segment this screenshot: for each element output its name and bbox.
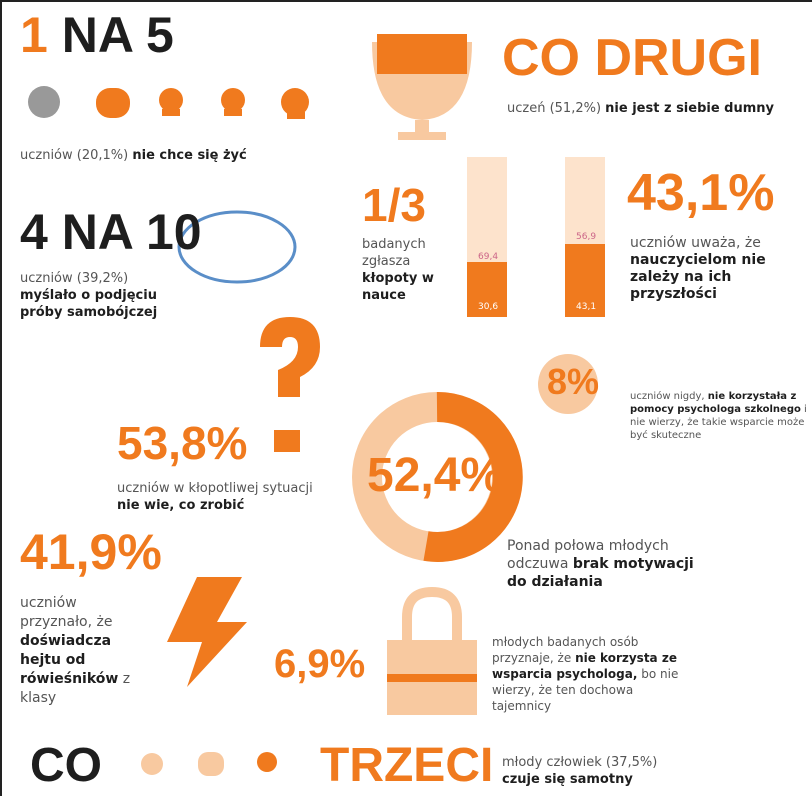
question-mark [260, 317, 320, 397]
cup-fill [377, 34, 467, 74]
caption-bold: doświadcza hejtu od rówieśników [20, 633, 118, 687]
headline: 41,9% [20, 527, 162, 577]
headline: CO DRUGI [502, 32, 762, 84]
headline: CO [30, 742, 102, 790]
caption-bold: kłopoty w nauce [362, 271, 434, 303]
caption-bold: nauczycielom nie zależy na ich przyszłoś… [630, 252, 766, 302]
caption: uczeń (51,2%) [507, 101, 601, 116]
headline: NA 5 [62, 7, 174, 63]
caption: uczniów nigdy, [630, 391, 705, 402]
headline: 4 NA 10 [20, 207, 202, 257]
cup-stem [415, 120, 429, 134]
caption: uczniów uważa, że [630, 235, 761, 251]
caption-bold: czuje się samotny [502, 772, 633, 787]
caption-bold: nie jest z siebie dumny [605, 101, 774, 116]
caption: młody człowiek (37,5%) [502, 755, 657, 770]
headline: 1/3 [362, 182, 426, 228]
lock-shackle [407, 592, 457, 642]
lock-stripe [387, 674, 477, 682]
bar-label: 43,1 [576, 302, 596, 312]
infographic: 1 NA 5 uczniów (20,1%) nie chce się żyć … [0, 0, 812, 796]
caption: uczniów (20,1%) [20, 148, 128, 163]
lightning [167, 577, 247, 687]
bar-label: 56,9 [576, 232, 596, 242]
caption-bold: nie chce się żyć [132, 148, 246, 163]
question-dot [274, 430, 300, 452]
caption-bold: nie wie, co zrobić [117, 498, 244, 513]
headline: 6,9% [274, 644, 365, 684]
heads-co-trzeci [141, 752, 277, 776]
caption: badanych zgłasza [362, 237, 426, 269]
headline: 8% [547, 364, 599, 400]
caption-bold: myślało o podjęciu próby samobójczej [20, 288, 157, 320]
headline: 43,1% [627, 167, 774, 219]
headline: TRZECI [320, 742, 493, 790]
cup-base [398, 132, 446, 140]
bar-label: 30,6 [478, 302, 498, 312]
caption: uczniów przyznało, że [20, 595, 112, 630]
caption: uczniów w kłopotliwej sytuacji [117, 481, 313, 496]
caption: uczniów (39,2%) [20, 271, 128, 286]
heads-1-na-5 [28, 86, 309, 119]
headline: 1 [20, 7, 48, 63]
bar-label: 69,4 [478, 252, 498, 262]
headline: 52,4% [367, 452, 503, 500]
headline: 53,8% [117, 420, 247, 466]
